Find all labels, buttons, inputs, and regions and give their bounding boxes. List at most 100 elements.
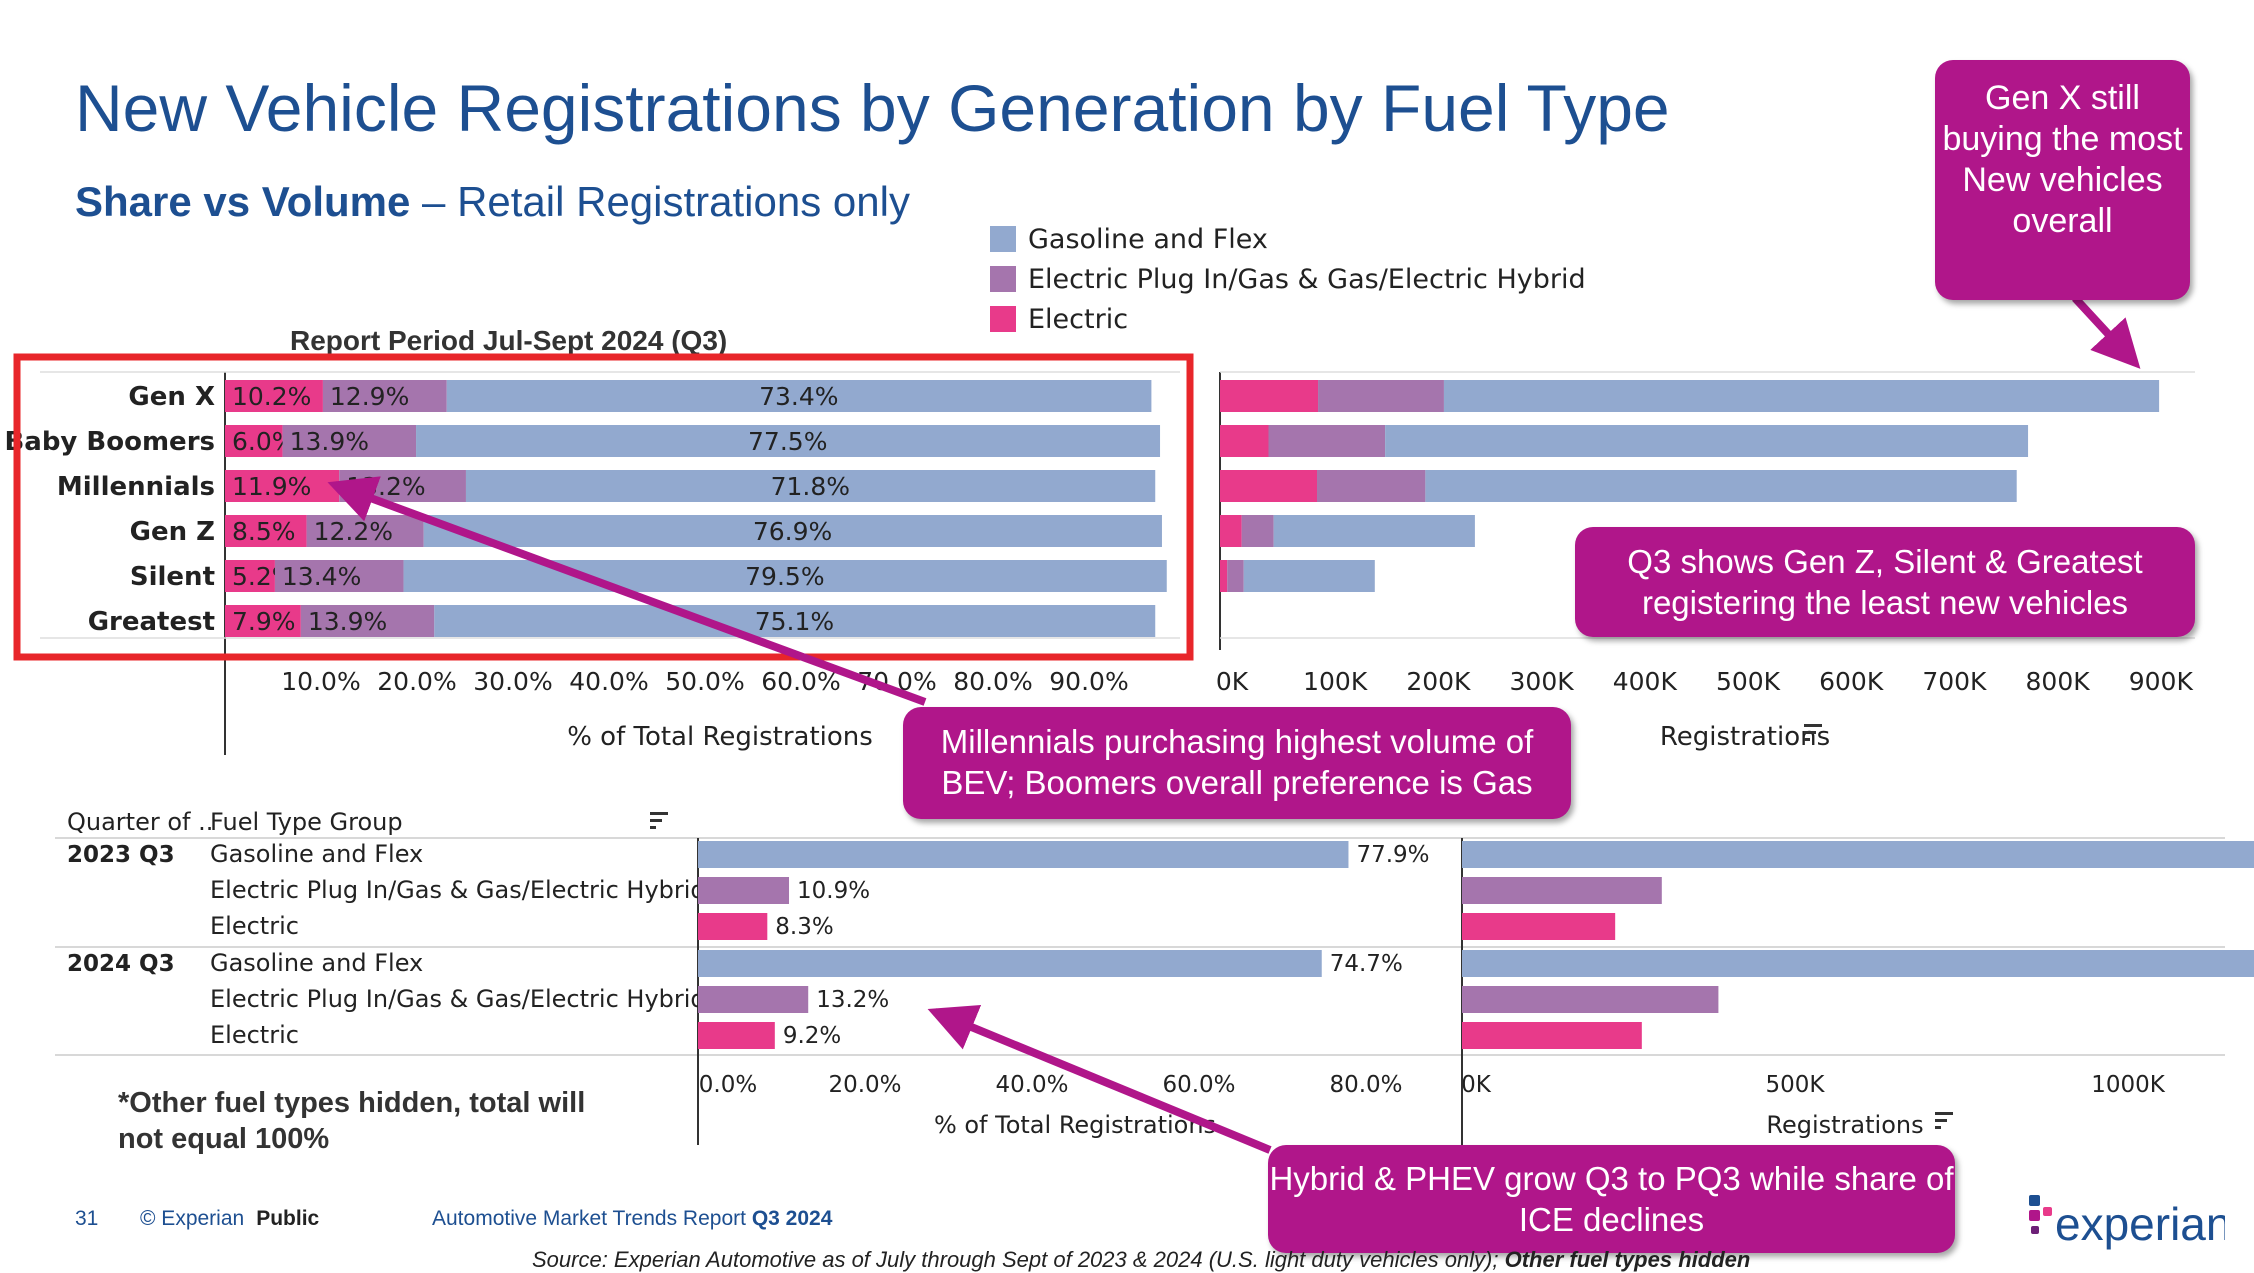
share-value-label-gen-x-gasoline-and-flex: 73.4%	[759, 382, 838, 411]
legend-swatch-gasoline	[990, 226, 1016, 252]
subtitle-rest: – Retail Registrations only	[410, 178, 910, 225]
table-volume-sort-icon-bar	[1935, 1126, 1941, 1129]
volume-tick-label: 600K	[1819, 667, 1884, 696]
share-row-label-silent: Silent	[130, 562, 215, 592]
volume-bar-gen-z-gasoline-and-flex	[1273, 515, 1475, 547]
table-share-tick-label: 80.0%	[1329, 1072, 1402, 1098]
volume-tick-label: 300K	[1510, 667, 1575, 696]
source-text: Source: Experian Automotive as of July t…	[532, 1247, 1505, 1272]
volume-bar-millennials-electric	[1220, 470, 1318, 502]
share-value-label-greatest-electric: 7.9%	[232, 607, 296, 636]
share-row-label-gen-x: Gen X	[128, 382, 215, 412]
table-volume-axis-title: Registrations	[1766, 1111, 1923, 1139]
share-value-label-baby-boomers-gasoline-and-flex: 77.5%	[748, 427, 827, 456]
table-volume-sort-icon[interactable]	[1935, 1112, 1953, 1115]
table-sort-icon[interactable]	[650, 812, 668, 815]
arrow-genx	[2072, 295, 2141, 369]
table-quarter-label-2024-q3: 2024 Q3	[67, 951, 175, 977]
volume-tick-label: 400K	[1613, 667, 1678, 696]
share-bar-greatest-electric	[225, 605, 301, 637]
copyright-text: © Experian	[140, 1207, 245, 1230]
volume-bar-baby-boomers-electric-plug-in-gas-gas-electric-hybrid	[1268, 425, 1386, 457]
share-tick-label: 90.0%	[1049, 667, 1128, 696]
table-share-tick-label: 60.0%	[1162, 1072, 1235, 1098]
legend-label-hybrid: Electric Plug In/Gas & Gas/Electric Hybr…	[1028, 264, 1586, 295]
legend-label-gasoline: Gasoline and Flex	[1028, 224, 1268, 255]
sort-icon-bar	[1804, 738, 1810, 741]
source-note: Source: Experian Automotive as of July t…	[532, 1247, 1750, 1273]
report-name: Automotive Market Trends Report	[432, 1207, 752, 1230]
footer-copyright: © Experian Public	[140, 1207, 319, 1231]
slide-title: New Vehicle Registrations by Generation …	[75, 71, 1670, 145]
callout-arrows	[327, 295, 2141, 1154]
legend-swatch-electric	[990, 306, 1016, 332]
table-share-bar-2023-q3-electric-plug-in-gas-gas-electric-hybrid	[698, 877, 790, 904]
callout-q3-least: Q3 shows Gen Z, Silent & Greatest regist…	[1575, 527, 2195, 637]
volume-bar-baby-boomers-electric	[1220, 425, 1269, 457]
share-tick-label: 20.0%	[377, 667, 456, 696]
share-bar-gen-z-gasoline-and-flex	[423, 515, 1162, 547]
share-x-axis-title: % of Total Registrations	[567, 722, 873, 752]
volume-bar-gen-x-electric-plug-in-gas-gas-electric-hybrid	[1318, 380, 1444, 412]
subtitle-bold: Share vs Volume	[75, 178, 411, 225]
table-fuel-label-2023-q3-electric: Electric	[210, 912, 299, 940]
table-volume-bar-2023-q3-electric-plug-in-gas-gas-electric-hybrid	[1462, 877, 1662, 904]
table-volume-tick-label: 1000K	[2091, 1072, 2166, 1098]
share-bar-baby-boomers-electric	[225, 425, 283, 457]
callout-genx: Gen X still buying the most New vehicles…	[1935, 60, 2190, 300]
legend-label-electric: Electric	[1028, 304, 1129, 335]
volume-bar-gen-z-electric-plug-in-gas-gas-electric-hybrid	[1241, 515, 1274, 547]
share-tick-label: 80.0%	[953, 667, 1032, 696]
share-value-label-greatest-electric-plug-in-gas-gas-electric-hybrid: 13.9%	[308, 607, 387, 636]
source-bold: Other fuel types hidden	[1504, 1247, 1751, 1272]
share-bar-gen-z-electric	[225, 515, 307, 547]
share-value-label-gen-z-electric-plug-in-gas-gas-electric-hybrid: 12.2%	[314, 517, 393, 546]
table-fuel-label-2024-q3-gasoline-and-flex: Gasoline and Flex	[210, 949, 423, 977]
legend-item-electric: Electric	[990, 304, 1128, 335]
table-share-label-2023-q3-electric-plug-in-gas-gas-electric-hybrid: 10.9%	[797, 878, 870, 904]
table-share-label-2024-q3-gasoline-and-flex: 74.7%	[1330, 951, 1403, 977]
table-quarter-label-2023-q3: 2023 Q3	[67, 842, 175, 868]
classification-label: Public	[256, 1207, 320, 1230]
callout-millennials: Millennials purchasing highest volume of…	[903, 707, 1571, 819]
table-share-label-2024-q3-electric: 9.2%	[783, 1023, 841, 1049]
table-volume-tick-label: 500K	[1766, 1072, 1826, 1098]
sort-icon-bar	[1804, 731, 1816, 734]
volume-tick-label: 0K	[1216, 667, 1249, 696]
page-number: 31	[75, 1207, 99, 1230]
volume-bar-gen-x-electric	[1220, 380, 1319, 412]
legend-swatch-hybrid	[990, 266, 1016, 292]
volume-bar-silent-electric	[1220, 560, 1228, 592]
table-fuel-label-2023-q3-electric-plug-in-gas-gas-electric-hybrid: Electric Plug In/Gas & Gas/Electric Hybr…	[210, 876, 706, 904]
volume-bar-gen-z-electric	[1220, 515, 1242, 547]
footnote-line2: not equal 100%	[118, 1123, 330, 1155]
experian-logo: experian.	[2025, 1185, 2244, 1260]
table-share-bar-2023-q3-electric	[698, 913, 768, 940]
table-share-label-2023-q3-electric: 8.3%	[775, 914, 833, 940]
sort-icon[interactable]	[1804, 724, 1822, 727]
share-value-label-millennials-electric: 11.9%	[232, 472, 311, 501]
volume-bar-millennials-electric-plug-in-gas-gas-electric-hybrid	[1317, 470, 1426, 502]
table-share-label-2024-q3-electric-plug-in-gas-gas-electric-hybrid: 13.2%	[816, 987, 889, 1013]
report-quarter: Q3 2024	[751, 1207, 833, 1230]
slide-subtitle: Share vs Volume – Retail Registrations o…	[75, 178, 910, 226]
share-tick-label: 10.0%	[281, 667, 360, 696]
table-share-label-2023-q3-gasoline-and-flex: 77.9%	[1356, 842, 1429, 868]
table-share-bar-2024-q3-gasoline-and-flex	[698, 950, 1322, 977]
table-share-bar-2024-q3-electric-plug-in-gas-gas-electric-hybrid	[698, 986, 809, 1013]
share-row-label-greatest: Greatest	[88, 607, 215, 637]
volume-bar-silent-gasoline-and-flex	[1243, 560, 1375, 592]
arrow-hybrid	[927, 1005, 1272, 1154]
highlight-box	[13, 353, 1194, 661]
share-row-label-gen-z: Gen Z	[130, 517, 215, 547]
share-value-label-silent-electric-plug-in-gas-gas-electric-hybrid: 13.4%	[282, 562, 361, 591]
volume-tick-label: 800K	[2026, 667, 2091, 696]
share-value-label-baby-boomers-electric-plug-in-gas-gas-electric-hybrid: 13.9%	[290, 427, 369, 456]
share-value-label-greatest-gasoline-and-flex: 75.1%	[755, 607, 834, 636]
share-bar-silent-electric	[225, 560, 275, 592]
share-bar-silent-gasoline-and-flex	[403, 560, 1167, 592]
volume-tick-label: 500K	[1716, 667, 1781, 696]
logo-text: experian.	[2055, 1198, 2225, 1250]
share-bar-silent-electric-plug-in-gas-gas-electric-hybrid	[274, 560, 404, 592]
chart-share-by-generation: Gen X 10.2% 12.9% 73.4%Baby Boomers 6.0%13.9…	[4, 371, 1180, 755]
